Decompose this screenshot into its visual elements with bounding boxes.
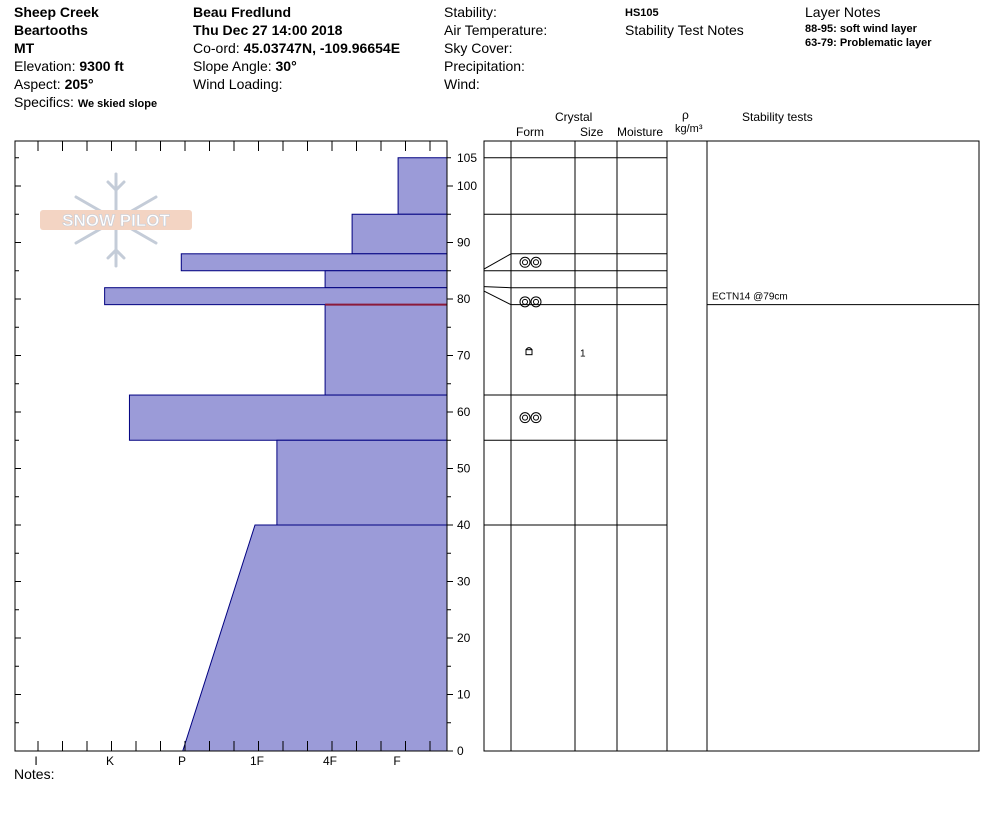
y-tick-label: 30 [457, 575, 471, 589]
specifics-value: We skied slope [77, 98, 158, 110]
y-tick-label: 70 [457, 349, 471, 363]
coord-label: Co-ord: [193, 40, 240, 56]
hardness-bar-2 [180, 253, 448, 272]
wind-loading-label: Wind Loading: [193, 76, 283, 92]
elevation: Elevation: 9300 ft [14, 57, 124, 75]
y-tick-label: 50 [457, 462, 471, 476]
layer-connector [483, 290, 512, 306]
hardness-label-P: P [178, 754, 186, 768]
hardness-label-F: F [393, 754, 400, 768]
stability-test-label: ECTN14 @79cm [712, 292, 788, 303]
observation-datetime: Thu Dec 27 14:00 2018 [193, 22, 343, 38]
y-tick-label: 40 [457, 518, 471, 532]
crystal-size-label: 1 [580, 349, 586, 360]
crystal-ring [519, 256, 531, 268]
sky-cover-label: Sky Cover: [444, 40, 513, 56]
crystal-rounding-icon [519, 296, 542, 308]
hardness-bar-1 [351, 213, 448, 255]
aspect-value: 205° [64, 76, 94, 92]
crystal-ring-inner [522, 298, 528, 305]
crystal-ring [519, 412, 531, 424]
y-tick-label: 0 [457, 744, 464, 758]
elevation-value: 9300 ft [79, 58, 124, 74]
y-tick-label: 60 [457, 405, 471, 419]
density-symbol: ρ [682, 108, 689, 122]
hardness-bar-7 [276, 439, 448, 526]
y-tick-label: 20 [457, 631, 471, 645]
specifics-label: Specifics: [14, 94, 74, 110]
y-tick-label: 100 [457, 179, 477, 193]
mountain-range: Beartooths [14, 22, 88, 38]
crystal-ring [530, 256, 542, 268]
layer-connector [483, 286, 512, 289]
y-tick-label: 80 [457, 292, 471, 306]
precipitation-label: Precipitation: [444, 58, 525, 74]
air-temperature-label: Air Temperature: [444, 22, 548, 38]
crystal-ring-inner [533, 414, 539, 421]
crystal-ring [519, 296, 531, 308]
aspect-label: Aspect: [14, 76, 61, 92]
hardness-bar-4 [104, 287, 448, 306]
y-tick-label: 90 [457, 236, 471, 250]
layer-connector [483, 253, 512, 270]
slope-angle: Slope Angle: 30° [193, 57, 297, 75]
coord-value: 45.03747N, -109.96654E [243, 40, 401, 56]
hardness-label-4F: 4F [323, 754, 337, 768]
size-header: Size [580, 125, 604, 139]
elevation-label: Elevation: [14, 58, 76, 74]
layer-table-border [483, 140, 980, 752]
crystal-arc [525, 347, 533, 350]
hardness-bar-5 [324, 304, 448, 396]
layer-notes-label: Layer Notes [805, 4, 881, 20]
aspect: Aspect: 205° [14, 75, 94, 93]
crystal-faceted-icon [525, 347, 533, 356]
layer-note-2: 63-79: Problematic layer [805, 37, 932, 49]
hardness-bar-8 [182, 524, 448, 752]
slope-label: Slope Angle: [193, 58, 272, 74]
crystal-ring-inner [533, 259, 539, 266]
crystal-ring [530, 296, 542, 308]
chart-border [14, 140, 448, 752]
crystal-box [525, 349, 533, 356]
stability-test-notes-label: Stability Test Notes [625, 22, 744, 38]
hardness-bar-3 [324, 270, 448, 289]
state: MT [14, 40, 35, 56]
crystal-ring-inner [522, 259, 528, 266]
hardness-label-I: I [34, 754, 37, 768]
notes-label: Notes: [14, 766, 55, 782]
y-tick-label: 10 [457, 688, 471, 702]
form-header: Form [516, 125, 544, 139]
hardness-label-K: K [106, 754, 114, 768]
y-tick-label: 105 [457, 151, 477, 165]
coordinates: Co-ord: 45.03747N, -109.96654E [193, 39, 400, 57]
crystal-rounding-icon [519, 256, 542, 268]
stability-tests-header: Stability tests [742, 110, 813, 124]
location-name: Sheep Creek [14, 4, 99, 20]
crystal-ring [530, 412, 542, 424]
moisture-header: Moisture [617, 125, 664, 139]
crystal-ring-inner [533, 298, 539, 305]
stability-label: Stability: [444, 4, 497, 20]
hardness-label-1F: 1F [250, 754, 264, 768]
logo-text: SNOW PILOT [62, 211, 170, 230]
layer-note-1: 88-95: soft wind layer [805, 23, 917, 35]
crystal-header: Crystal [555, 110, 593, 124]
hardness-bar-6 [128, 394, 448, 441]
crystal-ring-inner [522, 414, 528, 421]
hardness-bar-0 [397, 157, 448, 215]
specifics: Specifics: We skied slope [14, 93, 157, 113]
crystal-rounding-icon [519, 412, 542, 424]
slope-value: 30° [275, 58, 297, 74]
snow-height: HS105 [625, 7, 659, 19]
wind-label: Wind: [444, 76, 480, 92]
snowpilot-logo: SNOW PILOT [40, 172, 192, 268]
observer-name: Beau Fredlund [193, 4, 292, 20]
density-unit: kg/m³ [675, 123, 703, 135]
